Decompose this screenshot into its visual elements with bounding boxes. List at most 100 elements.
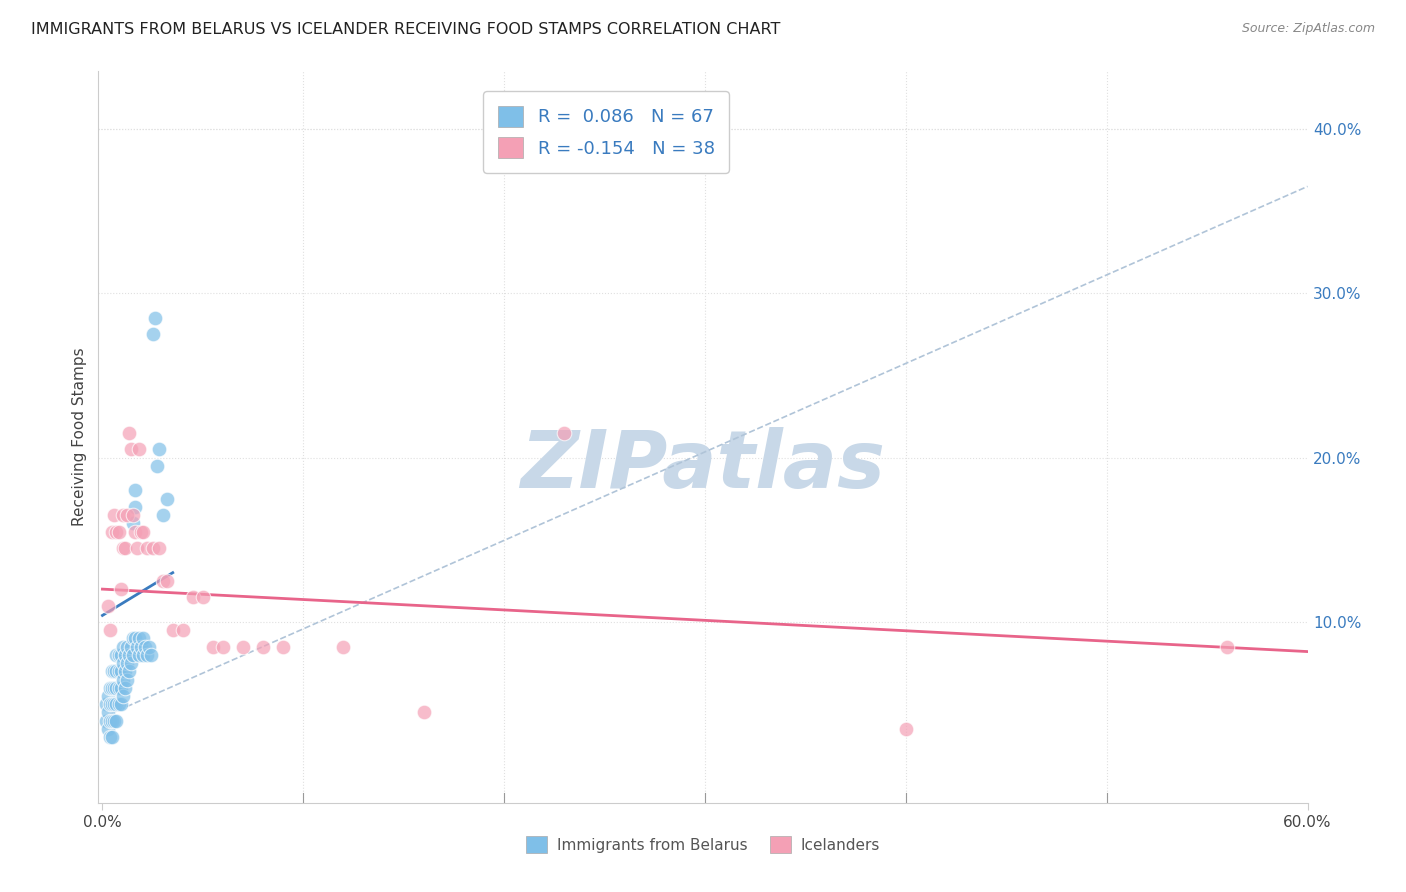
Point bbox=[103, 665, 125, 679]
Point bbox=[101, 714, 124, 728]
Point bbox=[111, 508, 134, 523]
Point bbox=[121, 632, 143, 646]
Point bbox=[191, 591, 214, 605]
Point bbox=[115, 673, 138, 687]
Point bbox=[107, 697, 129, 711]
Point bbox=[96, 697, 118, 711]
Point bbox=[107, 665, 129, 679]
Point bbox=[97, 706, 120, 720]
Point bbox=[162, 624, 184, 638]
Point bbox=[107, 524, 129, 539]
Point bbox=[100, 714, 122, 728]
Point bbox=[412, 706, 434, 720]
Point bbox=[152, 508, 174, 523]
Point bbox=[181, 591, 204, 605]
Point bbox=[115, 508, 138, 523]
Point bbox=[100, 624, 122, 638]
Point bbox=[100, 697, 122, 711]
Point bbox=[97, 722, 120, 736]
Point bbox=[148, 442, 170, 457]
Point bbox=[105, 697, 128, 711]
Point bbox=[110, 648, 132, 662]
Point bbox=[139, 648, 162, 662]
Point bbox=[103, 697, 125, 711]
Point bbox=[142, 327, 165, 342]
Point bbox=[115, 640, 138, 654]
Point bbox=[894, 722, 917, 736]
Point bbox=[125, 541, 148, 555]
Point bbox=[138, 640, 160, 654]
Point bbox=[97, 689, 120, 703]
Point bbox=[131, 632, 153, 646]
Point bbox=[120, 442, 142, 457]
Point bbox=[129, 524, 152, 539]
Point bbox=[114, 681, 136, 695]
Point bbox=[232, 640, 254, 654]
Point bbox=[131, 648, 153, 662]
Point bbox=[124, 632, 146, 646]
Point bbox=[103, 681, 125, 695]
Point bbox=[111, 656, 134, 670]
Text: ZIPatlas: ZIPatlas bbox=[520, 427, 886, 506]
Point bbox=[105, 524, 128, 539]
Point bbox=[117, 665, 139, 679]
Point bbox=[107, 648, 129, 662]
Point bbox=[124, 483, 146, 498]
Point bbox=[120, 640, 142, 654]
Point bbox=[105, 681, 128, 695]
Y-axis label: Receiving Food Stamps: Receiving Food Stamps bbox=[72, 348, 87, 526]
Point bbox=[135, 541, 157, 555]
Point bbox=[135, 648, 157, 662]
Point bbox=[111, 689, 134, 703]
Point bbox=[101, 681, 124, 695]
Text: IMMIGRANTS FROM BELARUS VS ICELANDER RECEIVING FOOD STAMPS CORRELATION CHART: IMMIGRANTS FROM BELARUS VS ICELANDER REC… bbox=[31, 22, 780, 37]
Point bbox=[121, 508, 143, 523]
Point bbox=[111, 541, 134, 555]
Point bbox=[145, 458, 167, 473]
Point bbox=[117, 648, 139, 662]
Point bbox=[105, 648, 128, 662]
Point bbox=[100, 730, 122, 744]
Point bbox=[553, 425, 575, 440]
Point bbox=[271, 640, 294, 654]
Point bbox=[121, 648, 143, 662]
Point bbox=[105, 714, 128, 728]
Point bbox=[97, 599, 120, 613]
Point bbox=[1216, 640, 1239, 654]
Point bbox=[212, 640, 235, 654]
Point bbox=[128, 632, 150, 646]
Point bbox=[120, 656, 142, 670]
Point bbox=[121, 516, 143, 531]
Point bbox=[111, 673, 134, 687]
Point bbox=[107, 681, 129, 695]
Point bbox=[114, 541, 136, 555]
Point bbox=[114, 648, 136, 662]
Point bbox=[124, 500, 146, 514]
Point bbox=[152, 574, 174, 588]
Legend: Immigrants from Belarus, Icelanders: Immigrants from Belarus, Icelanders bbox=[519, 828, 887, 861]
Point bbox=[103, 508, 125, 523]
Point bbox=[111, 640, 134, 654]
Point bbox=[124, 524, 146, 539]
Point bbox=[142, 541, 165, 555]
Point bbox=[148, 541, 170, 555]
Point bbox=[101, 665, 124, 679]
Point bbox=[114, 665, 136, 679]
Point bbox=[100, 681, 122, 695]
Point bbox=[134, 640, 156, 654]
Point bbox=[252, 640, 274, 654]
Point bbox=[117, 425, 139, 440]
Point bbox=[101, 697, 124, 711]
Point bbox=[101, 524, 124, 539]
Point bbox=[201, 640, 224, 654]
Point bbox=[128, 648, 150, 662]
Point bbox=[131, 524, 153, 539]
Point bbox=[110, 681, 132, 695]
Point bbox=[96, 714, 118, 728]
Point bbox=[101, 730, 124, 744]
Point bbox=[156, 491, 179, 506]
Text: Source: ZipAtlas.com: Source: ZipAtlas.com bbox=[1241, 22, 1375, 36]
Point bbox=[143, 310, 166, 325]
Point bbox=[110, 697, 132, 711]
Point bbox=[128, 442, 150, 457]
